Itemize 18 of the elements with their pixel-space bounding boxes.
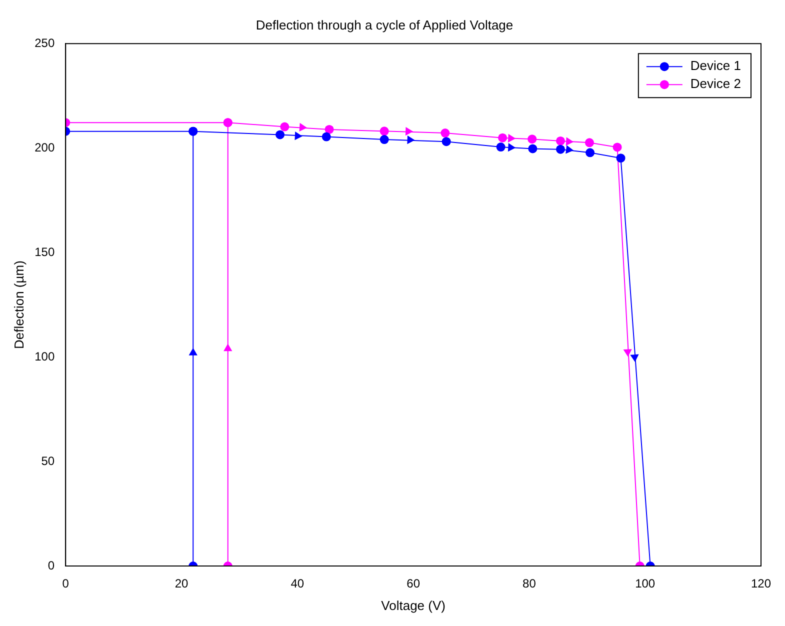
x-tick-label: 40 — [290, 576, 304, 591]
x-tick-label: 60 — [406, 576, 420, 591]
x-axis-title: Voltage (V) — [381, 598, 446, 613]
y-axis-title: Deflection (µm) — [11, 260, 26, 350]
x-tick-label: 120 — [750, 576, 772, 591]
x-tick-label: 0 — [62, 576, 70, 591]
y-tick-label: 250 — [34, 36, 55, 50]
y-tick-label: 200 — [34, 140, 55, 154]
y-tick-label: 50 — [41, 454, 55, 468]
y-tick-label: 150 — [34, 244, 55, 259]
y-tick-label: 100 — [34, 349, 55, 364]
x-tick-label: 80 — [522, 576, 536, 591]
x-tick-label: 100 — [635, 576, 656, 591]
y-tick-label: 0 — [48, 558, 55, 572]
legend-label: Device 1 — [690, 58, 741, 74]
x-tick-label: 20 — [174, 576, 189, 591]
legend-label: Device 2 — [690, 76, 741, 92]
chart-title: Deflection through a cycle of Applied Voltage — [256, 17, 514, 32]
